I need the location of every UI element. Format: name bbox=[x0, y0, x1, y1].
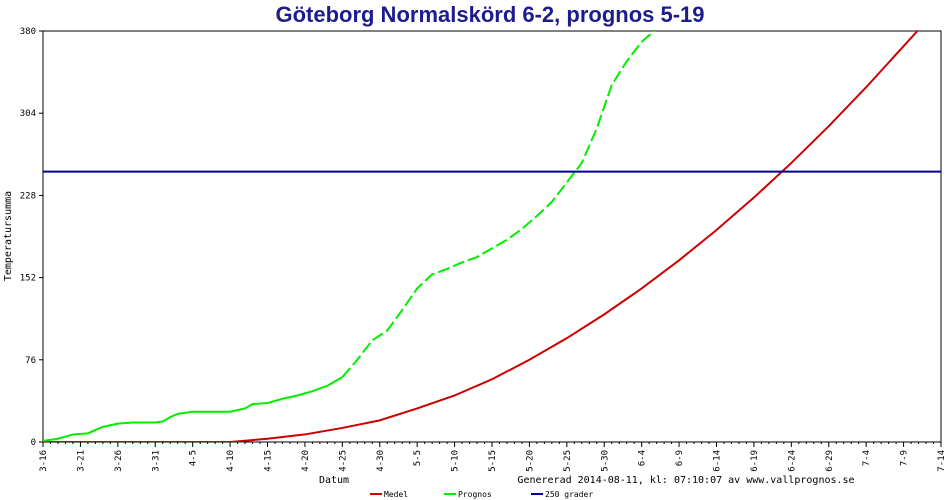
y-tick-label: 152 bbox=[20, 274, 36, 284]
x-tick-label: 7-9 bbox=[900, 450, 910, 466]
x-tick-label: 5-15 bbox=[488, 450, 498, 472]
x-tick-label: 6-24 bbox=[787, 450, 797, 472]
x-axis: 3-16 3-21 3-26 3-31 4-5 4-10 4-15 4-20 4-25 4-30 5… bbox=[39, 442, 947, 472]
x-tick-label: 3-21 bbox=[76, 450, 86, 472]
legend-label: Prognos bbox=[458, 490, 492, 499]
series-prognos-forecast-line bbox=[341, 31, 656, 378]
x-tick-label: 4-20 bbox=[301, 450, 311, 472]
x-tick-label: 6-4 bbox=[638, 450, 648, 466]
x-tick-label: 4-15 bbox=[264, 450, 274, 472]
x-tick-label: 3-26 bbox=[114, 450, 124, 472]
chart-title: Göteborg Normalskörd 6-2, prognos 5-19 bbox=[275, 2, 704, 27]
series-layer bbox=[43, 31, 941, 442]
x-tick-label: 5-20 bbox=[525, 450, 535, 472]
x-tick-label: 4-25 bbox=[338, 450, 348, 472]
legend: Medel Prognos 250 grader bbox=[370, 490, 593, 499]
y-axis: 0 76 152 228 304 380 bbox=[20, 27, 43, 448]
x-tick-label: 6-14 bbox=[713, 450, 723, 472]
y-tick-label: 76 bbox=[25, 356, 36, 366]
x-tick-label: 6-19 bbox=[750, 450, 760, 472]
y-tick-label: 380 bbox=[20, 27, 36, 37]
y-tick-label: 0 bbox=[31, 438, 36, 448]
legend-label: 250 grader bbox=[545, 490, 593, 499]
x-tick-label: 4-30 bbox=[376, 450, 386, 472]
generated-footer: Genererad 2014-08-11, kl: 07:10:07 av ww… bbox=[517, 475, 854, 486]
series-medel-line bbox=[43, 31, 919, 442]
x-tick-label: 6-29 bbox=[825, 450, 835, 472]
x-tick-label: 3-16 bbox=[39, 450, 49, 472]
x-tick-label: 7-14 bbox=[937, 450, 947, 472]
x-tick-label: 4-10 bbox=[226, 450, 236, 472]
legend-label: Medel bbox=[384, 490, 408, 499]
x-tick-label: 5-30 bbox=[600, 450, 610, 472]
x-tick-label: 3-31 bbox=[151, 450, 161, 472]
x-tick-label: 5-5 bbox=[413, 450, 423, 466]
x-tick-label: 7-4 bbox=[862, 450, 872, 466]
series-prognos-observed-line bbox=[43, 376, 343, 442]
x-tick-label: 5-25 bbox=[563, 450, 573, 472]
y-axis-title: Temperatursumma bbox=[3, 191, 14, 281]
x-tick-label: 4-5 bbox=[189, 450, 199, 466]
y-tick-label: 228 bbox=[20, 191, 36, 201]
x-tick-label: 6-9 bbox=[675, 450, 685, 466]
x-tick-label: 5-10 bbox=[451, 450, 461, 472]
y-tick-label: 304 bbox=[20, 109, 36, 119]
x-axis-title: Datum bbox=[319, 475, 349, 486]
